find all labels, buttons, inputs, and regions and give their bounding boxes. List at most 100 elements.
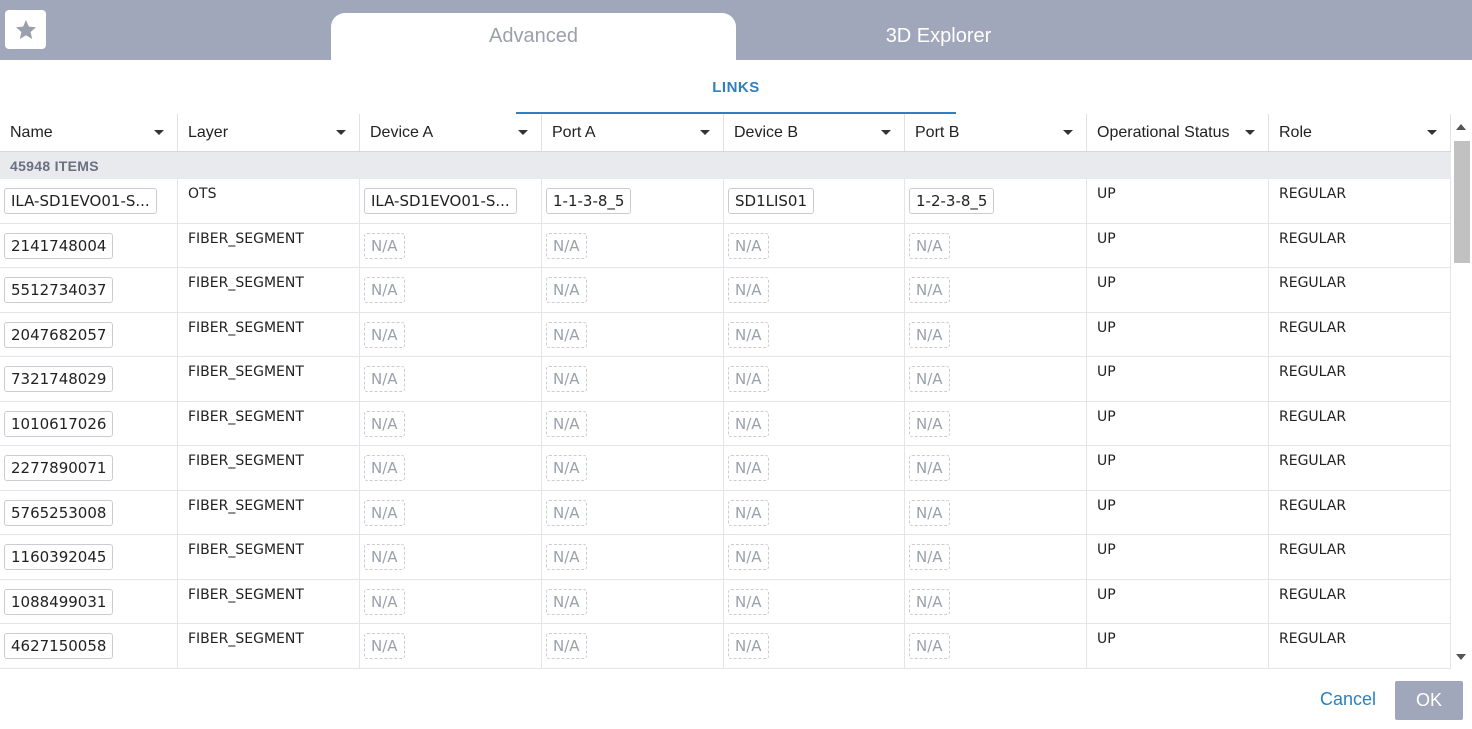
table-row[interactable]: 5512734037 FIBER_SEGMENT N/A N/A N/A N/A UP REG… [0, 268, 1451, 313]
na-chip[interactable]: N/A [909, 410, 950, 437]
na-chip[interactable]: N/A [728, 588, 769, 615]
na-chip[interactable]: N/A [364, 633, 405, 659]
na-chip[interactable]: N/A [364, 410, 405, 437]
column-header-status[interactable]: Operational Status [1087, 114, 1269, 151]
na-chip[interactable]: N/A [909, 499, 950, 526]
na-chip[interactable]: N/A [909, 633, 950, 659]
na-chip[interactable]: N/A [909, 588, 950, 615]
caret-down-icon[interactable] [1427, 130, 1437, 135]
device-a-chip[interactable]: ILA-SD1EVO01-S... [364, 188, 517, 214]
caret-down-icon[interactable] [1245, 130, 1255, 135]
na-chip[interactable]: N/A [909, 544, 950, 570]
na-chip[interactable]: N/A [546, 366, 587, 392]
tab-3d-explorer[interactable]: 3D Explorer [885, 25, 992, 47]
caret-down-icon[interactable] [518, 130, 528, 135]
na-chip[interactable]: N/A [909, 366, 950, 392]
column-header-device-b[interactable]: Device B [724, 114, 905, 151]
na-chip[interactable]: N/A [728, 633, 769, 659]
na-chip[interactable]: N/A [909, 232, 950, 259]
caret-down-icon[interactable] [336, 130, 346, 135]
na-chip[interactable]: N/A [364, 455, 405, 481]
na-chip[interactable]: N/A [546, 277, 587, 303]
na-chip[interactable]: N/A [546, 455, 587, 481]
name-chip[interactable]: 7321748029 [4, 366, 114, 392]
na-chip[interactable]: N/A [546, 544, 587, 570]
status-text: UP [1097, 497, 1116, 514]
na-chip[interactable]: N/A [546, 499, 587, 526]
table-row[interactable]: 7321748029 FIBER_SEGMENT N/A N/A N/A N/A UP REG… [0, 357, 1451, 402]
column-header-name[interactable]: Name [0, 114, 178, 151]
column-header-label: Device B [734, 123, 799, 141]
port-a-chip[interactable]: 1-1-3-8_5 [546, 188, 632, 214]
na-chip[interactable]: N/A [728, 455, 769, 481]
caret-down-icon[interactable] [1063, 130, 1073, 135]
name-chip[interactable]: 2277890071 [4, 455, 114, 481]
na-chip[interactable]: N/A [546, 633, 587, 659]
na-chip[interactable]: N/A [364, 232, 405, 259]
vertical-scrollbar[interactable] [1451, 114, 1472, 670]
table-row[interactable]: 5765253008 FIBER_SEGMENT N/A N/A N/A N/A UP REG… [0, 490, 1451, 535]
name-chip[interactable]: 4627150058 [4, 633, 114, 659]
subtab-links[interactable]: LINKS [516, 62, 956, 115]
na-chip[interactable]: N/A [728, 544, 769, 570]
caret-down-icon[interactable] [881, 130, 891, 135]
cancel-button[interactable]: Cancel [1320, 689, 1377, 709]
na-chip[interactable]: N/A [728, 277, 769, 303]
column-header-port-a[interactable]: Port A [542, 114, 724, 151]
table-row[interactable]: 2047682057 FIBER_SEGMENT N/A N/A N/A N/A UP REG… [0, 312, 1451, 357]
na-chip[interactable]: N/A [364, 544, 405, 570]
column-header-role[interactable]: Role [1269, 114, 1451, 151]
na-chip[interactable]: N/A [364, 277, 405, 303]
na-chip[interactable]: N/A [364, 499, 405, 526]
table-row[interactable]: 1088499031 FIBER_SEGMENT N/A N/A N/A N/A UP REG… [0, 579, 1451, 624]
name-chip[interactable]: 1088499031 [4, 588, 114, 615]
port-b-chip[interactable]: 1-2-3-8_5 [909, 188, 995, 214]
na-chip[interactable]: N/A [546, 321, 587, 348]
caret-down-icon[interactable] [154, 130, 164, 135]
table-row[interactable]: 1010617026 FIBER_SEGMENT N/A N/A N/A N/A UP REG… [0, 401, 1451, 446]
caret-down-icon[interactable] [700, 130, 710, 135]
device-b-chip[interactable]: SD1LIS01 [728, 188, 815, 214]
ok-button[interactable]: OK [1395, 681, 1463, 720]
na-chip[interactable]: N/A [728, 366, 769, 392]
scroll-thumb[interactable] [1454, 141, 1470, 263]
na-chip[interactable]: N/A [728, 499, 769, 526]
column-header-port-b[interactable]: Port B [905, 114, 1087, 151]
na-chip[interactable]: N/A [364, 321, 405, 348]
column-header-device-a[interactable]: Device A [360, 114, 542, 151]
na-chip[interactable]: N/A [728, 321, 769, 348]
na-chip[interactable]: N/A [364, 366, 405, 392]
name-chip[interactable]: 5512734037 [4, 277, 114, 303]
name-chip[interactable]: ILA-SD1EVO01-S... [4, 188, 157, 214]
na-chip[interactable]: N/A [728, 232, 769, 259]
na-chip[interactable]: N/A [546, 410, 587, 437]
name-chip[interactable]: 1160392045 [4, 544, 114, 570]
name-chip[interactable]: 2141748004 [4, 232, 114, 259]
table-row[interactable]: 2277890071 FIBER_SEGMENT N/A N/A N/A N/A UP REG… [0, 446, 1451, 491]
na-chip[interactable]: N/A [728, 410, 769, 437]
tab-advanced[interactable]: Advanced [331, 13, 736, 60]
cell-device-b: SD1LIS01 [724, 179, 905, 223]
column-header-layer[interactable]: Layer [178, 114, 360, 151]
na-chip[interactable]: N/A [364, 588, 405, 615]
table-row[interactable]: 1160392045 FIBER_SEGMENT N/A N/A N/A N/A UP REG… [0, 535, 1451, 580]
table-row[interactable]: ILA-SD1EVO01-S... OTS ILA-SD1EVO01-S... 1-1… [0, 179, 1451, 224]
na-chip[interactable]: N/A [909, 455, 950, 481]
favorite-button[interactable] [5, 10, 46, 49]
name-chip[interactable]: 5765253008 [4, 499, 114, 526]
table-row[interactable]: 2141748004 FIBER_SEGMENT N/A N/A N/A N/A UP REG… [0, 223, 1451, 268]
cell-port-b: 1-2-3-8_5 [905, 179, 1087, 223]
na-chip[interactable]: N/A [909, 321, 950, 348]
scroll-down-icon[interactable] [1456, 654, 1466, 660]
name-chip[interactable]: 2047682057 [4, 321, 114, 348]
na-chip[interactable]: N/A [546, 588, 587, 615]
cell-device-a: N/A [360, 312, 542, 357]
name-chip[interactable]: 1010617026 [4, 410, 114, 437]
cell-layer: FIBER_SEGMENT [178, 579, 360, 624]
scroll-up-icon[interactable] [1456, 124, 1466, 130]
na-chip[interactable]: N/A [546, 232, 587, 259]
cell-status: UP [1087, 357, 1269, 401]
na-chip[interactable]: N/A [909, 277, 950, 303]
table-row[interactable]: 4627150058 FIBER_SEGMENT N/A N/A N/A N/A UP REG… [0, 624, 1451, 669]
cell-port-a: N/A [542, 223, 724, 268]
